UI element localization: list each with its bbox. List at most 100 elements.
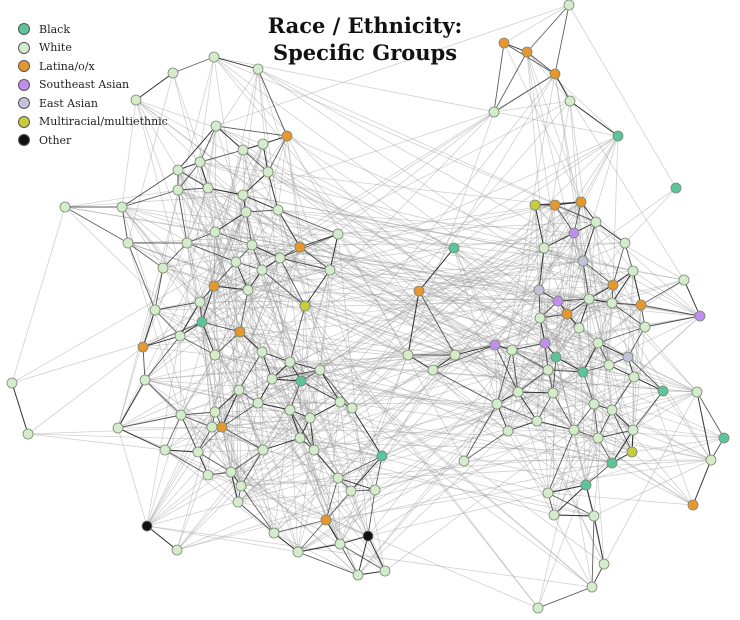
network-node [22,428,34,440]
network-edge [534,204,545,249]
network-node [657,385,669,397]
network-edge [230,403,498,473]
network-node [612,130,624,142]
network-edge [135,99,610,366]
network-edge [121,206,129,244]
network-edge [552,327,580,394]
network-edge [632,391,698,431]
network-edge [279,257,331,271]
network-edge [494,284,614,346]
network-edge [207,187,253,246]
network-edge [593,403,599,439]
network-edge [432,369,509,432]
network-edge [309,417,613,464]
network-edge [597,437,712,461]
network-node [210,120,222,132]
network-edge [319,269,331,371]
network-edge [144,379,587,486]
network-edge [186,242,341,403]
network-node [116,201,128,213]
network-edge [611,409,694,506]
network-edge [511,349,557,358]
network-edge [526,51,568,315]
network-edge [11,382,29,435]
network-edge [117,414,182,429]
network-edge [511,342,546,351]
network-edge [267,171,279,211]
network-edge [213,56,664,392]
network-edge [543,247,614,286]
network-edge [608,302,613,366]
network-node [626,446,638,458]
network-edge [325,490,352,521]
network-node [130,94,142,106]
network-edge [144,351,263,381]
network-edge [496,403,538,422]
network-edge [496,392,554,405]
network-edge [611,302,701,317]
network-edge [503,42,556,75]
legend-label-white: White [39,41,72,55]
network-edge [632,270,685,281]
network-edge [235,261,629,358]
network-edge [611,302,646,328]
network-edge [154,300,559,311]
network-edge [547,437,599,494]
network-edge [247,289,263,353]
network-edge [453,247,540,291]
legend-item-southeast-asian: Southeast Asian [18,76,168,95]
network-edge [539,317,633,453]
network-edge [494,317,541,346]
network-edge [237,501,327,521]
network-edge [242,194,595,405]
network-edge [201,289,249,323]
network-edge [213,285,352,492]
network-edge [240,459,712,487]
network-edge [337,455,383,479]
network-node [208,280,220,292]
network-edge [493,73,556,113]
network-edge [267,171,580,329]
network-edge [27,433,166,451]
network-edge [262,437,301,451]
network-node [502,425,514,437]
network-edge [242,149,269,173]
network-edge [127,242,182,416]
network-edge [418,247,455,292]
network-edge [454,344,496,356]
network-edge [555,298,590,358]
network-edge [555,284,614,358]
network-edge [367,535,386,572]
network-edge [162,267,201,303]
network-edge [539,221,597,319]
network-edge [309,290,420,419]
network-node [196,316,208,328]
network-edge [186,56,215,244]
network-edge [534,204,549,494]
network-node [691,386,703,398]
network-edge [496,73,556,405]
network-edge [350,490,369,537]
network-edge [242,111,495,196]
network-edge [277,209,575,234]
network-edge [262,201,582,451]
network-edge [177,169,263,271]
network-node [705,454,717,466]
legend-label-southeast-asian: Southeast Asian [39,78,130,92]
network-edge [117,232,575,429]
network-edge [207,426,213,476]
network-edge [286,135,321,371]
network-edge [611,376,635,411]
network-edge [177,169,244,196]
network-edge [555,356,605,565]
network-edge [257,68,279,211]
network-edge [526,51,694,506]
network-edge [611,270,634,304]
network-edge [267,171,556,206]
network-edge [199,161,331,271]
network-edge [240,437,301,487]
network-edge [289,269,331,411]
network-node [225,466,237,478]
network-edge [325,289,540,521]
